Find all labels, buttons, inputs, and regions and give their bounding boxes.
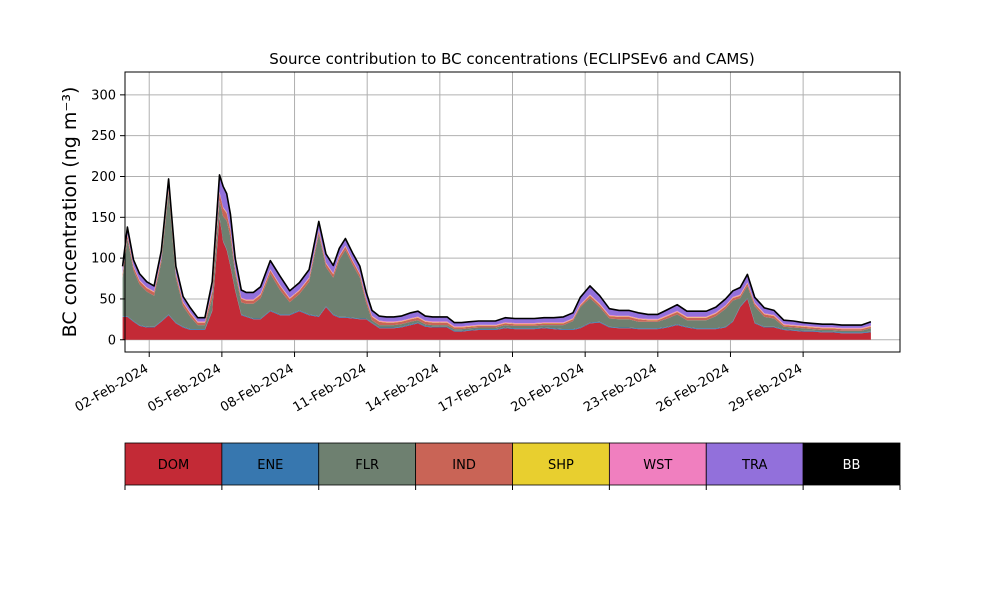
x-tick-label-8: 26-Feb-2024 [654, 361, 733, 415]
y-tick-label-2: 100 [91, 252, 116, 267]
legend-swatch-ind [415, 442, 513, 486]
legend-swatch-ene [221, 442, 320, 486]
legend-label-tra: TRA [741, 458, 767, 473]
y-tick-label-0: 0 [108, 333, 116, 348]
total-line [121, 174, 872, 326]
stacked-areas [122, 174, 871, 340]
legend-label-flr: FLR [355, 458, 379, 473]
chart-title: Source contribution to BC concentrations… [269, 50, 754, 68]
y-axis-ticks: 0 50 100 150 200 250 300 [91, 88, 125, 348]
legend-swatch-bb [802, 442, 901, 486]
x-tick-label-1: 05-Feb-2024 [145, 361, 224, 415]
x-tick-label-2: 08-Feb-2024 [218, 361, 297, 415]
y-tick-label-1: 50 [99, 292, 116, 307]
legend-label-shp: SHP [548, 458, 574, 473]
x-tick-label-5: 17-Feb-2024 [436, 361, 515, 415]
legend-swatch-flr [318, 442, 417, 486]
y-tick-label-5: 250 [91, 129, 116, 144]
legend-swatch-dom [124, 442, 223, 486]
legend-swatch-wst [608, 442, 707, 486]
x-tick-label-9: 29-Feb-2024 [727, 361, 806, 415]
legend-swatch-shp [512, 442, 610, 486]
x-tick-label-7: 23-Feb-2024 [581, 361, 660, 415]
x-tick-label-6: 20-Feb-2024 [509, 361, 588, 415]
x-tick-label-0: 02-Feb-2024 [73, 361, 152, 415]
legend-label-ind: IND [452, 458, 476, 473]
y-tick-label-4: 200 [91, 170, 116, 185]
x-tick-label-3: 11-Feb-2024 [291, 361, 370, 415]
x-tick-label-4: 14-Feb-2024 [363, 361, 442, 415]
y-tick-label-6: 300 [91, 88, 116, 103]
y-axis-label: BC concentration (ng m⁻³) [59, 87, 81, 338]
x-axis-ticks: 02-Feb-202405-Feb-202408-Feb-202411-Feb-… [73, 352, 805, 415]
legend-label-dom: DOM [158, 458, 189, 473]
color-legend: DOM ENE FLR IND SHP WST TRA BB [124, 442, 901, 490]
total-line-group [121, 174, 872, 326]
area-flr [122, 192, 871, 333]
legend-swatch-tra [705, 442, 804, 486]
y-tick-label-3: 150 [91, 211, 116, 226]
legend-label-bb: BB [843, 458, 861, 473]
legend-label-wst: WST [643, 458, 672, 473]
legend-label-ene: ENE [257, 458, 283, 473]
